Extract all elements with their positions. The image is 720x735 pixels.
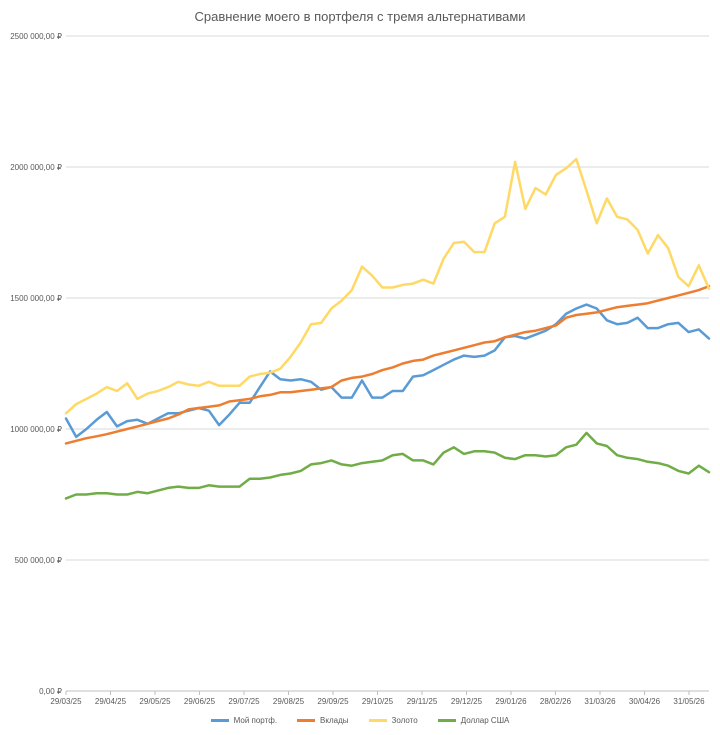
y-tick-label: 500 000,00 ₽ xyxy=(15,556,62,565)
x-tick-label: 31/03/26 xyxy=(584,697,616,706)
x-tick-label: 30/04/26 xyxy=(629,697,661,706)
legend-swatch xyxy=(297,719,316,722)
y-tick-label: 1500 000,00 ₽ xyxy=(10,294,62,303)
x-tick-label: 29/08/25 xyxy=(273,697,305,706)
x-tick-label: 29/05/25 xyxy=(139,697,171,706)
legend-label: Вклады xyxy=(320,716,349,725)
x-tick-label: 29/11/25 xyxy=(407,697,438,706)
x-tick-label: 29/12/25 xyxy=(451,697,483,706)
x-tick-label: 31/05/26 xyxy=(673,697,705,706)
legend-label: Золото xyxy=(391,716,418,725)
legend-swatch xyxy=(368,719,387,722)
x-tick-label: 29/06/25 xyxy=(184,697,216,706)
chart-title: Сравнение моего в портфеля с тремя альте… xyxy=(194,9,526,24)
y-tick-label: 2500 000,00 ₽ xyxy=(10,32,62,41)
y-tick-label: 2000 000,00 ₽ xyxy=(10,163,62,172)
series-line xyxy=(64,157,711,415)
legend-swatch xyxy=(437,719,456,722)
x-tick-label: 28/02/26 xyxy=(540,697,572,706)
chart-legend: Мой портф. Вклады Золото Доллар США xyxy=(0,716,720,725)
x-tick-label: 29/04/25 xyxy=(95,697,127,706)
y-tick-label: 1000 000,00 ₽ xyxy=(10,425,62,434)
legend-label: Доллар США xyxy=(460,716,510,725)
x-tick-label: 29/09/25 xyxy=(317,697,349,706)
legend-label: Мой портф. xyxy=(233,716,278,725)
legend-item: Вклады xyxy=(297,716,349,725)
x-tick-label: 29/07/25 xyxy=(228,697,260,706)
x-tick-label: 29/03/25 xyxy=(50,697,82,706)
series-line xyxy=(64,303,711,439)
legend-swatch xyxy=(210,719,229,722)
y-tick-label: 0,00 ₽ xyxy=(39,687,62,696)
series-line xyxy=(64,284,711,445)
legend-item: Мой портф. xyxy=(210,716,278,725)
x-tick-label: 29/10/25 xyxy=(362,697,394,706)
legend-item: Золото xyxy=(368,716,418,725)
series-line xyxy=(64,431,711,500)
x-tick-label: 29/01/26 xyxy=(495,697,527,706)
legend-item: Доллар США xyxy=(437,716,510,725)
